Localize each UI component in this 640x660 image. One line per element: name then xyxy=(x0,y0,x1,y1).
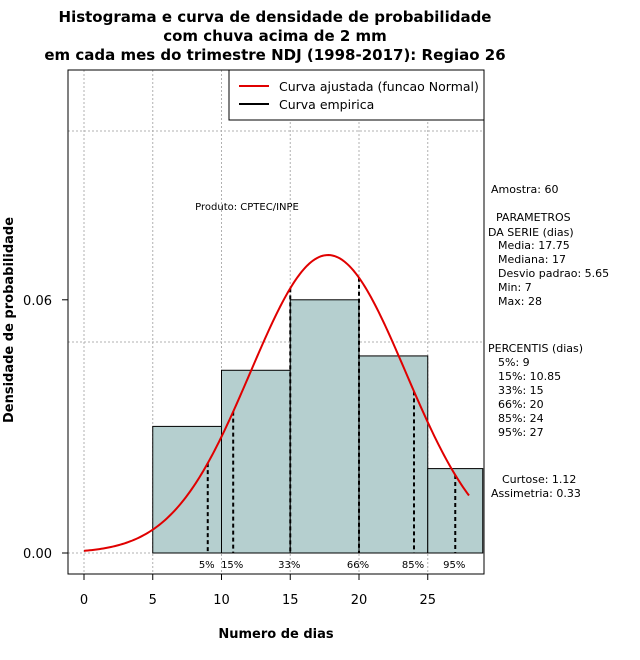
percentile-label: 95% xyxy=(443,560,465,571)
x-tick-label: 5 xyxy=(149,593,157,608)
x-tick-label: 10 xyxy=(213,593,230,608)
y-axis-title: Densidade de probabilidade xyxy=(2,217,17,423)
axis-layer: 0 5 10 15 20 25 0.00 0.06 xyxy=(23,294,436,608)
stat-p95: 95%: 27 xyxy=(498,426,544,439)
stat-max: Max: 28 xyxy=(498,295,542,308)
histogram-bar xyxy=(221,369,291,554)
percentile-label: 33% xyxy=(278,560,300,571)
x-axis-title: Numero de dias xyxy=(218,627,334,642)
curve-layer xyxy=(83,254,470,552)
stats-panel: Amostra: 60 PARAMETROS DA SERIE (dias) M… xyxy=(488,183,609,500)
y-tick-label: 0.00 xyxy=(23,547,52,562)
stat-p85: 85%: 24 xyxy=(498,412,544,425)
chart-title-line-3: em cada mes do trimestre NDJ (1998-2017)… xyxy=(44,46,505,64)
percentile-layer: 5% 15% 33% 66% 85% 95% xyxy=(199,277,465,571)
x-tick-label: 20 xyxy=(351,593,368,608)
stat-p15: 15%: 10.85 xyxy=(498,370,561,383)
stat-sd: Desvio padrao: 5.65 xyxy=(498,267,609,280)
normal-fit-curve xyxy=(83,254,470,552)
x-tick-label: 25 xyxy=(419,593,436,608)
legend-box xyxy=(228,69,485,121)
stat-p33: 33%: 15 xyxy=(498,384,544,397)
x-tick-label: 0 xyxy=(80,593,88,608)
percentile-label: 15% xyxy=(221,560,243,571)
params-title-2: DA SERIE (dias) xyxy=(488,226,574,239)
percentile-label: 66% xyxy=(347,560,369,571)
stat-kurtosis: Curtose: 1.12 xyxy=(502,473,576,486)
chart-title-line-1: Histograma e curva de densidade de proba… xyxy=(59,8,492,26)
y-tick-label: 0.06 xyxy=(23,294,52,309)
percentile-label: 85% xyxy=(402,560,424,571)
percentis-title: PERCENTIS (dias) xyxy=(488,342,583,355)
params-title-1: PARAMETROS xyxy=(496,211,571,224)
histogram-bar xyxy=(152,425,222,554)
stat-median: Mediana: 17 xyxy=(498,253,566,266)
credit-label: Produto: CPTEC/INPE xyxy=(195,202,299,213)
histogram-bar xyxy=(358,355,429,554)
stat-skewness: Assimetria: 0.33 xyxy=(491,487,581,500)
legend-label-normal: Curva ajustada (funcao Normal) xyxy=(279,79,479,94)
x-tick-label: 15 xyxy=(282,593,299,608)
percentile-label: 5% xyxy=(199,560,215,571)
bar-layer xyxy=(152,299,484,554)
legend: Curva ajustada (funcao Normal) Curva emp… xyxy=(228,69,485,121)
stat-mean: Media: 17.75 xyxy=(498,239,570,252)
legend-label-empirical: Curva empirica xyxy=(279,97,374,112)
stat-p66: 66%: 20 xyxy=(498,398,544,411)
stat-p5: 5%: 9 xyxy=(498,356,530,369)
histogram-bar xyxy=(289,299,360,554)
stat-min: Min: 7 xyxy=(498,281,532,294)
chart-title-line-2: com chuva acima de 2 mm xyxy=(163,27,387,45)
sample-size: Amostra: 60 xyxy=(491,183,558,196)
